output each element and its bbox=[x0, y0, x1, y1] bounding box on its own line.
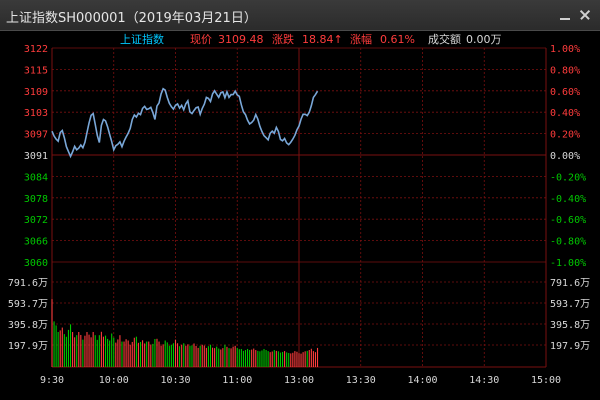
volume-tick-label: 197.9万 bbox=[550, 341, 590, 352]
minimize-icon[interactable] bbox=[558, 8, 572, 22]
price-tick-label: 3109 bbox=[24, 87, 48, 98]
price-tick-label: 3084 bbox=[24, 172, 48, 183]
info-bar bbox=[52, 31, 546, 46]
pct-value: 0.61% bbox=[380, 33, 415, 46]
time-tick-label: 14:30 bbox=[469, 375, 499, 386]
time-tick-label: 13:30 bbox=[346, 375, 376, 386]
amount-label: 成交额 bbox=[428, 32, 461, 46]
price-tick-label: 3097 bbox=[24, 130, 48, 141]
price-value: 3109.48 bbox=[218, 33, 264, 46]
price-tick-label: 3072 bbox=[24, 215, 48, 226]
intraday-chart: 上证指数 现价 3109.48 涨跌 18.84↑ 涨幅 0.61% 成交额 0… bbox=[8, 31, 590, 386]
price-tick-label: 3122 bbox=[24, 44, 48, 55]
pct-tick-label: -1.00% bbox=[550, 258, 586, 269]
window-title: 上证指数SH000001（2019年03月21日） bbox=[6, 11, 257, 26]
volume-tick-label: 791.6万 bbox=[8, 278, 48, 289]
pct-tick-label: -0.40% bbox=[550, 194, 586, 205]
amount-value: 0.00万 bbox=[466, 33, 502, 46]
time-tick-label: 14:00 bbox=[407, 375, 437, 386]
time-tick-label: 10:30 bbox=[160, 375, 190, 386]
price-tick-label: 3103 bbox=[24, 108, 48, 119]
volume-tick-label: 593.7万 bbox=[8, 299, 48, 310]
pct-tick-label: 0.20% bbox=[550, 130, 580, 141]
time-tick-label: 10:00 bbox=[99, 375, 129, 386]
pct-tick-label: 0.80% bbox=[550, 65, 580, 76]
title-bar[interactable]: 上证指数SH000001（2019年03月21日） bbox=[0, 0, 600, 31]
pct-label: 涨幅 bbox=[350, 33, 372, 46]
price-tick-label: 3078 bbox=[24, 194, 48, 205]
price-line bbox=[51, 87, 319, 159]
time-tick-label: 11:00 bbox=[222, 375, 252, 386]
pct-tick-label: 0.60% bbox=[550, 87, 580, 98]
price-tick-label: 3066 bbox=[24, 237, 48, 248]
volume-tick-label: 395.8万 bbox=[8, 320, 48, 331]
pct-tick-label: -0.80% bbox=[550, 237, 586, 248]
time-tick-label: 15:00 bbox=[531, 375, 561, 386]
pct-tick-label: 0.40% bbox=[550, 108, 580, 119]
chart-grid bbox=[51, 47, 547, 368]
close-icon[interactable] bbox=[578, 8, 592, 22]
change-label: 涨跌 bbox=[272, 32, 294, 46]
price-label: 现价 bbox=[190, 33, 212, 46]
pct-tick-label: 0.00% bbox=[550, 151, 580, 162]
time-tick-label: 9:30 bbox=[40, 375, 64, 386]
change-value: 18.84↑ bbox=[302, 33, 343, 46]
time-tick-label: 13:00 bbox=[284, 375, 314, 386]
price-tick-label: 3091 bbox=[24, 151, 48, 162]
axis-labels: 3122 3115 3109 3103 3097 3091 3084 3078 3072 3066… bbox=[8, 44, 590, 386]
volume-bars bbox=[51, 299, 319, 367]
pct-tick-label: -0.20% bbox=[550, 172, 586, 183]
pct-tick-label: -0.60% bbox=[550, 215, 586, 226]
price-tick-label: 3115 bbox=[24, 65, 48, 76]
volume-tick-label: 593.7万 bbox=[550, 299, 590, 310]
index-name: 上证指数 bbox=[120, 32, 164, 46]
pct-tick-label: 1.00% bbox=[550, 44, 580, 55]
price-tick-label: 3060 bbox=[24, 258, 48, 269]
volume-tick-label: 395.8万 bbox=[550, 320, 590, 331]
volume-tick-label: 791.6万 bbox=[550, 278, 590, 289]
volume-tick-label: 197.9万 bbox=[8, 341, 48, 352]
